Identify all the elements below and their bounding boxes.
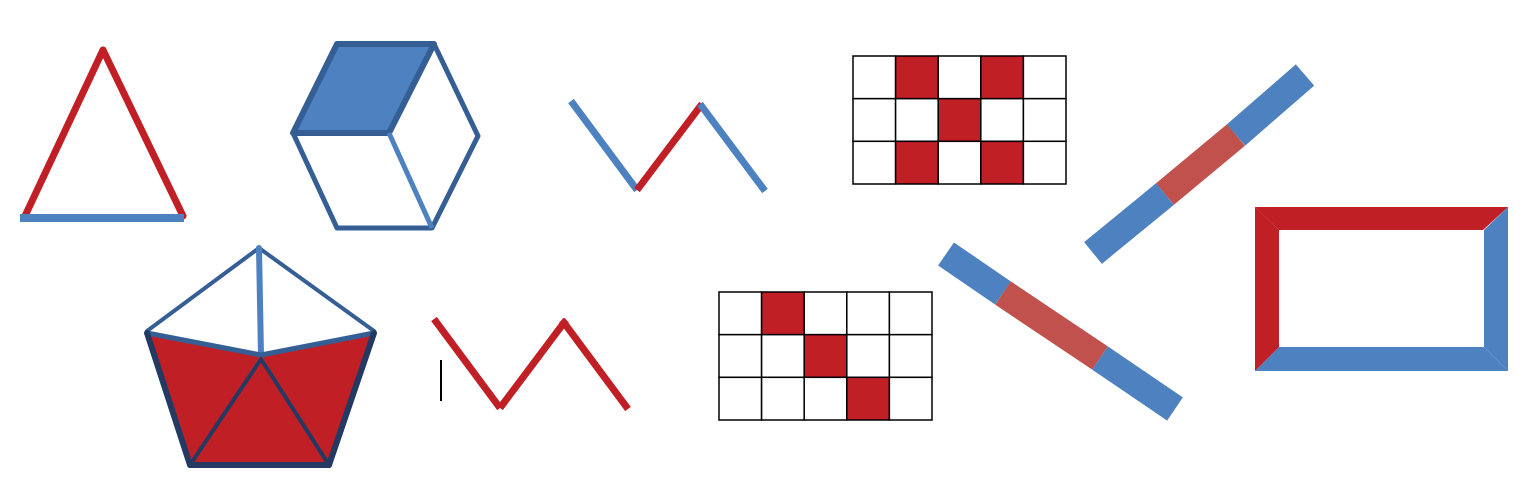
- grid-cell: [846, 291, 891, 336]
- triangle-right-side: [99, 46, 187, 220]
- grid-cell: [718, 333, 763, 379]
- grid-cell: [760, 376, 805, 421]
- grid-cell-shaded: [803, 333, 848, 379]
- diagonal-bar-up-lower-segment: [1084, 183, 1174, 264]
- grid-cell: [888, 291, 933, 336]
- grid-cell: [718, 291, 763, 336]
- grid-cell: [1022, 140, 1067, 185]
- diagonal-bar-up: [1084, 64, 1315, 264]
- grid-cell: [1022, 55, 1067, 100]
- zigzag-bottom: [431, 316, 631, 412]
- grid-cell: [760, 333, 805, 379]
- grid-cell: [852, 140, 897, 185]
- grid-cell: [888, 376, 933, 421]
- zigzag-top-segment-3: [697, 101, 768, 194]
- pentagon-left-triangle: [147, 333, 261, 465]
- rectangle-frame: [1255, 207, 1508, 371]
- pentagon-edge-right: [326, 330, 377, 468]
- hexagon-cube: [290, 41, 481, 231]
- zigzag-top-segment-2: [634, 101, 705, 193]
- pentagon-bottom-triangle: [190, 355, 329, 465]
- grid-cell-shaded: [980, 55, 1025, 100]
- hexagon-inner-edge-down: [386, 131, 435, 230]
- diagonal-bar-up-upper-segment: [1226, 64, 1315, 146]
- grid-cell: [803, 291, 848, 336]
- pentagon-spoke-top: [256, 245, 264, 358]
- grid-cell-shaded: [894, 55, 939, 100]
- grid-cell: [852, 97, 897, 143]
- pentagon-spoke-right: [258, 330, 377, 358]
- diagonal-bar-down-lower-segment: [1092, 346, 1183, 421]
- grid-cell-shaded: [894, 140, 939, 185]
- grid-cell: [888, 333, 933, 379]
- frame-right-side: [1484, 207, 1508, 371]
- diagonal-bar-up-middle-segment: [1156, 124, 1245, 205]
- frame-bottom-side: [1255, 347, 1508, 371]
- grid-cell: [937, 140, 982, 185]
- grid-cell-shaded: [760, 291, 805, 336]
- pentagon-edge-top-right: [257, 246, 376, 333]
- pentagon-spoke-bottom-right: [259, 357, 331, 467]
- grid-cell: [846, 333, 891, 379]
- diagonal-bar-down-upper-segment: [938, 242, 1011, 305]
- pentagon-edge-top-left: [145, 246, 261, 333]
- grid-cell-shaded: [846, 376, 891, 421]
- pentagon-edge-left: [144, 330, 193, 468]
- grid-cell-shaded: [937, 97, 982, 143]
- pentagon-spoke-left: [144, 330, 264, 358]
- zigzag-top: [568, 98, 768, 194]
- zigzag-top-segment-1: [568, 98, 640, 193]
- frame-left-side: [1255, 207, 1279, 371]
- grid-cell: [894, 97, 939, 143]
- diagonal-bar-down: [938, 242, 1183, 421]
- zigzag-bottom-segment-1: [431, 316, 503, 411]
- triangle-left-side: [21, 46, 107, 220]
- grid-cell: [980, 97, 1025, 143]
- frame-top-side: [1255, 207, 1508, 230]
- grid-cell-shaded: [980, 140, 1025, 185]
- pentagon-right-triangle: [261, 333, 374, 465]
- grid-bottom: [718, 291, 933, 421]
- grid-cell: [1022, 97, 1067, 143]
- pentagon-lines: [144, 245, 377, 468]
- grid-cell: [937, 55, 982, 100]
- zigzag-bottom-segment-3: [559, 317, 631, 412]
- grid-cell: [803, 376, 848, 421]
- grid-cell: [718, 376, 763, 421]
- triangle: [20, 46, 187, 222]
- grid-top: [852, 55, 1067, 185]
- zigzag-bottom-segment-2: [497, 317, 569, 411]
- pentagon-spoke-bottom-left: [188, 357, 263, 467]
- grid-cell: [852, 55, 897, 100]
- diagonal-bar-down-middle-segment: [995, 281, 1108, 370]
- pentagon: [144, 245, 377, 468]
